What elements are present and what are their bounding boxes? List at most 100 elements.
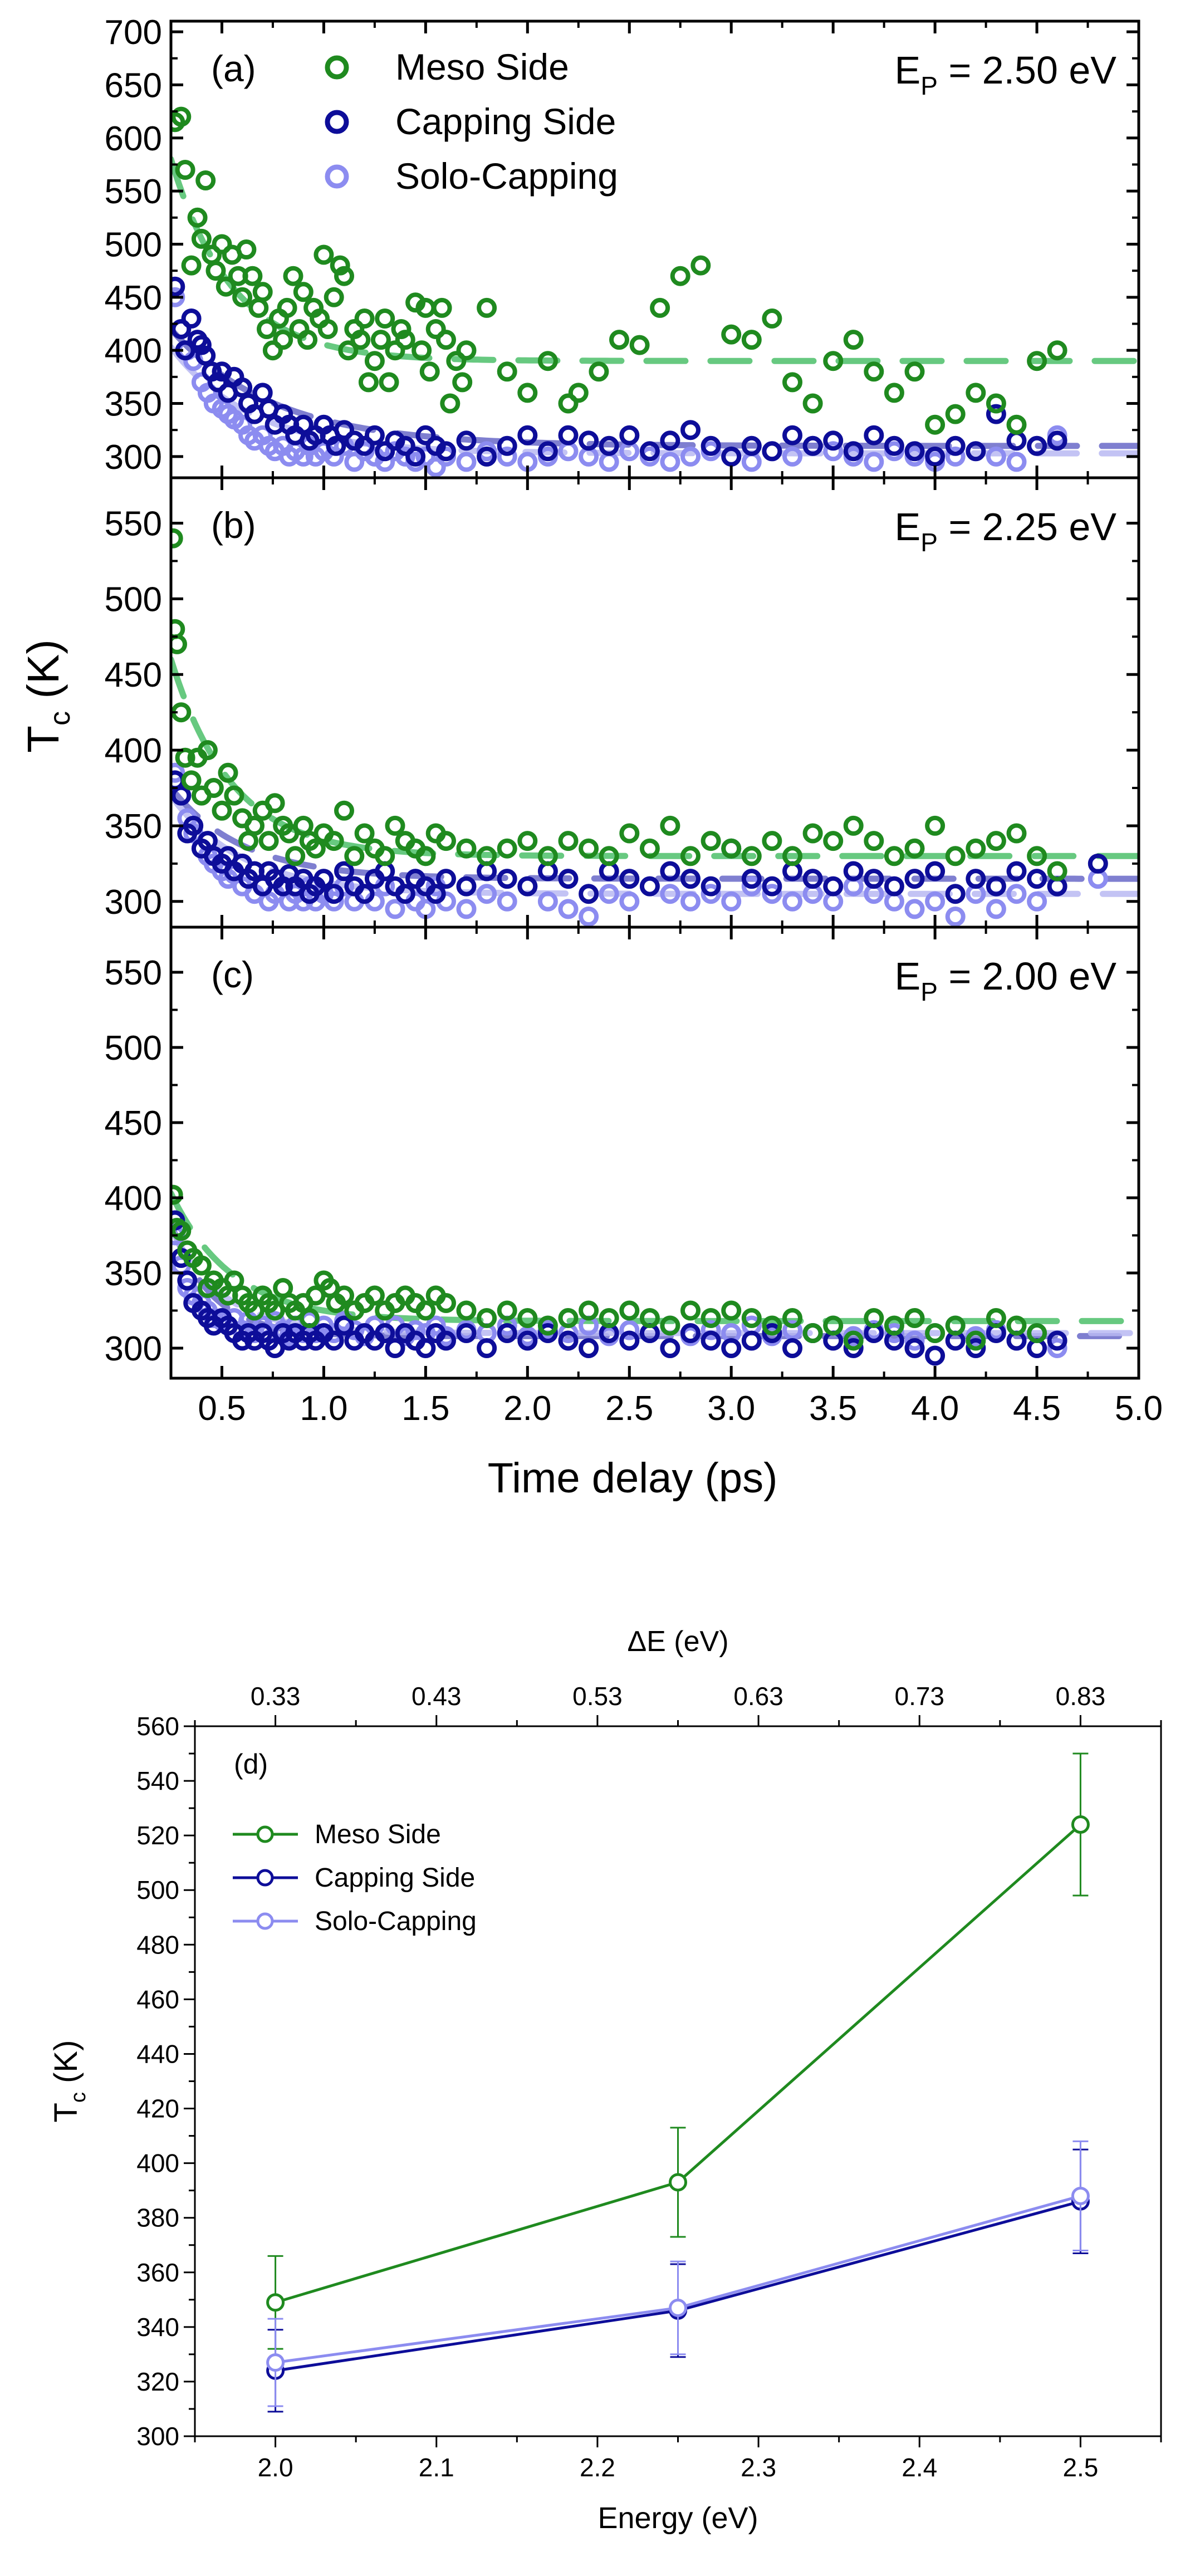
meso-point — [375, 846, 395, 866]
solo-point — [619, 891, 640, 912]
capping-point — [579, 430, 599, 451]
meso-point — [537, 1315, 558, 1336]
solo-point — [660, 884, 680, 904]
solo-point — [904, 1330, 925, 1351]
solo-point — [497, 446, 517, 467]
meso-point — [265, 793, 285, 814]
meso-point — [609, 330, 629, 350]
meso-point — [579, 1300, 599, 1321]
y-tick-label: 300 — [105, 438, 162, 477]
meso-point — [324, 287, 344, 307]
solo-marker — [1071, 2186, 1090, 2205]
capping-point — [171, 276, 185, 297]
solo-point — [925, 891, 946, 912]
capping-point — [966, 441, 986, 462]
meso-point — [456, 340, 477, 361]
capping-point — [364, 425, 385, 445]
y-tick-label: 450 — [105, 1104, 162, 1143]
meso-point — [517, 1308, 538, 1328]
capping-point — [1006, 861, 1027, 881]
meso-point — [379, 372, 399, 393]
meso-point — [358, 372, 379, 393]
capping-point — [660, 430, 680, 451]
top-x-tick-label: 0.83 — [1056, 1682, 1106, 1711]
meso-point — [497, 1300, 517, 1321]
solo-point — [456, 899, 477, 919]
solo-point — [579, 907, 599, 927]
capping-point — [517, 1330, 538, 1351]
meso-point — [904, 1308, 925, 1328]
y-tick-label: 350 — [105, 385, 162, 424]
solo-point — [456, 452, 477, 472]
meso-point — [171, 528, 183, 548]
capping-point — [497, 435, 517, 456]
energy-label-c: EP = 2.00 eV — [895, 954, 1117, 1006]
y-title-subscript: c — [44, 711, 76, 726]
meso-point — [285, 846, 306, 866]
capping-point — [884, 876, 904, 897]
y-axis-title-d: Tc (K) — [48, 2040, 90, 2123]
meso-point — [236, 239, 257, 259]
meso-point — [1047, 340, 1067, 361]
meso-point — [823, 831, 844, 851]
capping-point — [823, 876, 844, 897]
y-tick-label: 700 — [105, 13, 162, 52]
capping-point — [232, 377, 253, 398]
meso-point — [721, 838, 742, 859]
meso-point — [925, 1323, 946, 1343]
capping-fit-line-b — [171, 785, 1139, 882]
meso-point — [171, 1221, 192, 1241]
capping-point — [579, 884, 599, 904]
solo-point — [741, 876, 762, 897]
meso-point — [391, 319, 412, 339]
capping-point — [904, 441, 925, 462]
x-tick-label: 2.1 — [419, 2453, 454, 2482]
meso-point — [945, 404, 966, 424]
panel-a: 300 350 400 450 500 550 600 650 700 (a) EP = 2.50 … — [105, 13, 1140, 479]
meso-point — [440, 393, 461, 414]
meso-point — [599, 846, 619, 866]
meso-point — [171, 1184, 183, 1205]
capping-point — [334, 1315, 354, 1336]
meso-point — [477, 846, 497, 866]
y-tick-label: 500 — [105, 580, 162, 619]
meso-point — [864, 361, 884, 382]
meso-point — [843, 330, 864, 350]
meso-point — [314, 244, 334, 265]
capping-point — [579, 1338, 599, 1358]
solo-legend-marker-d — [256, 1912, 274, 1930]
capping-point — [639, 876, 660, 897]
meso-point — [305, 838, 326, 859]
meso-point — [181, 770, 202, 791]
shared-y-axis-title: Tc (K) — [18, 639, 76, 753]
capping-point — [802, 869, 823, 889]
meso-point — [175, 747, 195, 768]
energy-subscript: P — [920, 71, 938, 100]
meso-point — [452, 372, 473, 393]
meso-point — [212, 800, 232, 821]
capping-point — [293, 414, 314, 435]
solo-point — [599, 884, 619, 904]
meso-point — [639, 1308, 660, 1328]
meso-point — [497, 361, 517, 382]
panel-b: 300 350 400 450 500 550 (b) EP = 2.25 eV — [105, 476, 1140, 929]
y-tick-label: 300 — [105, 883, 162, 922]
solo-marker — [669, 2299, 687, 2318]
meso-point — [1027, 846, 1047, 866]
meso-point — [945, 846, 966, 866]
capping-point — [477, 446, 497, 467]
y-title-subscript: c — [67, 2092, 90, 2103]
capping-point — [823, 430, 844, 451]
capping-point — [966, 869, 986, 889]
meso-point — [277, 297, 297, 318]
y-tick-label: 540 — [136, 1766, 179, 1795]
meso-legend-label: Meso Side — [395, 46, 569, 87]
capping-point — [680, 869, 701, 889]
capping-point — [762, 441, 782, 462]
meso-point — [395, 330, 415, 350]
capping-point — [721, 446, 742, 467]
meso-point — [639, 838, 660, 859]
meso-point — [599, 1308, 619, 1328]
meso-point — [986, 1308, 1006, 1328]
